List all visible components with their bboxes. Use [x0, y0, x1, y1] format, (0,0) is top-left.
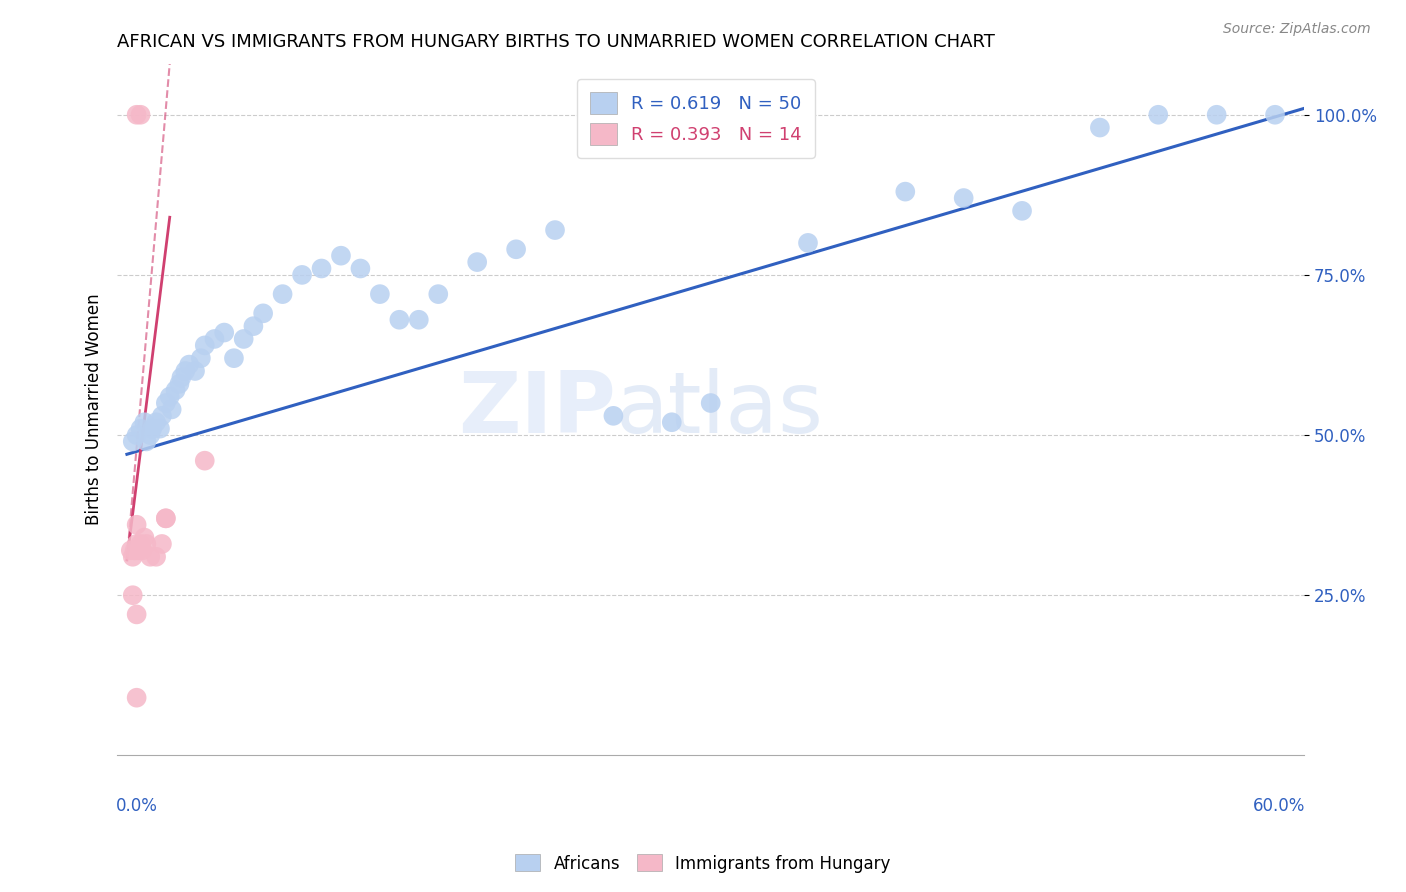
Y-axis label: Births to Unmarried Women: Births to Unmarried Women [86, 293, 103, 525]
Point [169, 376, 191, 391]
Text: Source: ZipAtlas.com: Source: ZipAtlas.com [1223, 22, 1371, 37]
Point [160, 402, 183, 417]
Point [124, 543, 146, 558]
Point [125, 537, 148, 551]
Point [1088, 120, 1111, 135]
Legend: Africans, Immigrants from Hungary: Africans, Immigrants from Hungary [509, 847, 897, 880]
Point [145, 415, 167, 429]
Point [661, 415, 683, 429]
Point [150, 409, 173, 423]
Point [408, 312, 430, 326]
Text: 60.0%: 60.0% [1253, 797, 1305, 815]
Point [505, 242, 527, 256]
Point [194, 338, 217, 352]
Point [125, 428, 148, 442]
Point [129, 422, 152, 436]
Point [204, 332, 226, 346]
Text: ZIP: ZIP [458, 368, 616, 451]
Point [1147, 108, 1170, 122]
Point [311, 261, 333, 276]
Text: 0.0%: 0.0% [117, 797, 157, 815]
Point [155, 511, 177, 525]
Point [125, 108, 148, 122]
Point [125, 607, 148, 622]
Point [155, 396, 177, 410]
Point [145, 549, 167, 564]
Point [121, 588, 143, 602]
Point [150, 537, 173, 551]
Point [125, 517, 148, 532]
Point [330, 249, 353, 263]
Point [139, 549, 162, 564]
Point [212, 326, 235, 340]
Point [1264, 108, 1286, 122]
Point [222, 351, 245, 366]
Point [184, 364, 207, 378]
Point [141, 422, 163, 436]
Point [797, 235, 820, 250]
Point [125, 690, 148, 705]
Point [368, 287, 391, 301]
Point [134, 531, 156, 545]
Point [128, 543, 150, 558]
Point [1205, 108, 1227, 122]
Point [131, 543, 153, 558]
Point [135, 434, 157, 449]
Point [194, 453, 217, 467]
Point [349, 261, 371, 276]
Point [427, 287, 450, 301]
Point [894, 185, 917, 199]
Point [129, 108, 152, 122]
Point [179, 358, 201, 372]
Point [121, 434, 143, 449]
Point [159, 390, 181, 404]
Point [952, 191, 974, 205]
Point [139, 428, 162, 442]
Point [465, 255, 488, 269]
Point [544, 223, 567, 237]
Point [242, 319, 264, 334]
Point [155, 511, 177, 525]
Point [121, 549, 143, 564]
Point [602, 409, 624, 423]
Point [170, 370, 193, 384]
Point [699, 396, 721, 410]
Point [174, 364, 197, 378]
Point [135, 537, 157, 551]
Point [291, 268, 314, 282]
Point [165, 383, 187, 397]
Legend: R = 0.619   N = 50, R = 0.393   N = 14: R = 0.619 N = 50, R = 0.393 N = 14 [578, 79, 814, 158]
Point [149, 422, 172, 436]
Point [190, 351, 212, 366]
Point [1011, 203, 1033, 218]
Point [252, 306, 274, 320]
Point [129, 537, 152, 551]
Point [134, 415, 156, 429]
Point [232, 332, 254, 346]
Point [388, 312, 411, 326]
Text: atlas: atlas [616, 368, 824, 451]
Point [271, 287, 294, 301]
Point [120, 543, 142, 558]
Text: AFRICAN VS IMMIGRANTS FROM HUNGARY BIRTHS TO UNMARRIED WOMEN CORRELATION CHART: AFRICAN VS IMMIGRANTS FROM HUNGARY BIRTH… [117, 33, 995, 51]
